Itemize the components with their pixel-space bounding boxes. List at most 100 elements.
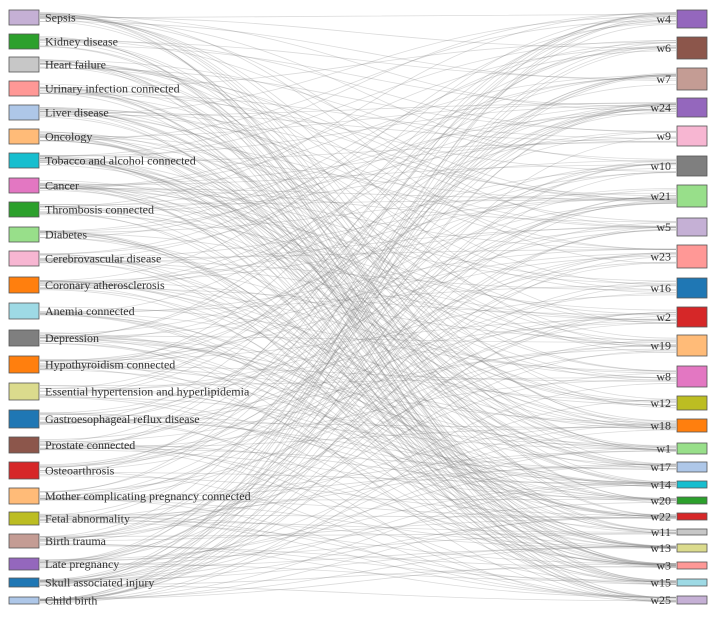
flow-link (39, 252, 677, 339)
left-node-essential-hypertension-and-hyperlipidemia[interactable]: Essential hypertension and hyperlipidemi… (8, 382, 250, 401)
left-node-oncology[interactable]: Oncology (8, 128, 92, 145)
left-node-cancer[interactable]: Cancer (8, 177, 79, 194)
flow-link (39, 160, 677, 603)
left-node-birth-trauma[interactable]: Birth trauma (8, 533, 107, 549)
flow-link (39, 17, 677, 228)
right-node-w14[interactable]: w14 (650, 478, 708, 492)
node-swatch (8, 461, 40, 480)
flow-link (39, 20, 677, 142)
left-node-liver-disease[interactable]: Liver disease (8, 104, 109, 121)
right-node-w1[interactable]: w1 (656, 442, 708, 456)
left-node-fetal-abnormality[interactable]: Fetal abnormality (8, 512, 130, 526)
right-node-w21[interactable]: w21 (650, 184, 708, 208)
right-node-w25[interactable]: w25 (650, 593, 708, 607)
left-node-skull-associated-injury[interactable]: Skull associated injury (8, 576, 154, 590)
flow-link (39, 312, 677, 406)
flow-link (39, 379, 677, 450)
left-node-hypothyroidism-connected[interactable]: Hypothyroidism connected (8, 355, 175, 374)
node-label: Thrombosis connected (45, 203, 154, 217)
flow-link (39, 130, 677, 288)
flow-link (39, 67, 677, 132)
right-node-w17[interactable]: w17 (650, 460, 708, 474)
right-node-w13[interactable]: w13 (650, 541, 708, 555)
flow-link (39, 314, 677, 485)
right-node-w23[interactable]: w23 (650, 244, 708, 269)
left-node-cerebrovascular-disease[interactable]: Cerebrovascular disease (8, 250, 161, 267)
flow-link (39, 369, 677, 487)
flow-link (39, 23, 677, 563)
left-node-sepsis[interactable]: Sepsis (8, 9, 76, 26)
left-node-late-pregnancy[interactable]: Late pregnancy (8, 557, 119, 571)
right-node-w2[interactable]: w2 (656, 306, 708, 328)
node-label: w22 (650, 510, 671, 524)
right-node-w24[interactable]: w24 (650, 97, 708, 118)
flow-link (39, 249, 677, 259)
left-node-mother-complicating-pregnancy-connected[interactable]: Mother complicating pregnancy connected (8, 487, 251, 505)
left-node-depression[interactable]: Depression (8, 329, 99, 347)
left-node-thrombosis-connected[interactable]: Thrombosis connected (8, 201, 154, 218)
left-node-urinary-infection-connected[interactable]: Urinary infection connected (8, 80, 180, 97)
right-node-w8[interactable]: w8 (656, 365, 708, 388)
flow-link (39, 36, 677, 599)
right-node-w22[interactable]: w22 (650, 510, 708, 524)
right-node-w9[interactable]: w9 (656, 125, 708, 147)
right-node-w10[interactable]: w10 (650, 155, 708, 177)
flow-link (39, 314, 677, 583)
flow-link (39, 134, 677, 229)
left-node-prostate-connected[interactable]: Prostate connected (8, 436, 135, 454)
flow-link (39, 225, 677, 284)
flow-link (39, 443, 677, 487)
flow-link (39, 399, 677, 604)
right-node-w5[interactable]: w5 (656, 217, 708, 237)
flow-link (39, 136, 677, 601)
flow-link (39, 44, 677, 108)
left-node-tobacco-and-alcohol-connected[interactable]: Tobacco and alcohol connected (8, 152, 196, 169)
flow-link (39, 112, 677, 323)
flow-link (39, 40, 677, 451)
right-node-w20[interactable]: w20 (650, 494, 708, 508)
flow-link (39, 230, 677, 548)
node-swatch (8, 80, 40, 97)
right-node-w18[interactable]: w18 (650, 419, 708, 433)
flow-link (39, 13, 677, 493)
flow-link (39, 103, 677, 366)
flow-link (39, 18, 677, 517)
flow-link (39, 75, 677, 260)
flow-link (39, 20, 677, 370)
right-node-w12[interactable]: w12 (650, 395, 708, 411)
right-node-w3[interactable]: w3 (656, 559, 708, 573)
left-node-diabetes[interactable]: Diabetes (8, 226, 87, 243)
flow-link (39, 62, 677, 601)
right-node-w11[interactable]: w11 (651, 525, 708, 539)
node-label: w24 (650, 101, 671, 115)
node-label: Depression (45, 331, 99, 345)
node-swatch (8, 276, 40, 294)
flow-link (39, 92, 677, 139)
flow-link (39, 206, 677, 404)
flow-link (39, 13, 677, 409)
node-swatch (676, 277, 708, 299)
right-node-w19[interactable]: w19 (650, 334, 708, 357)
left-node-coronary-atherosclerosis[interactable]: Coronary atherosclerosis (8, 276, 165, 294)
left-node-kidney-disease[interactable]: Kidney disease (8, 33, 118, 50)
right-node-w7[interactable]: w7 (656, 67, 708, 91)
left-node-heart-failure[interactable]: Heart failure (8, 56, 106, 73)
left-node-osteoarthrosis[interactable]: Osteoarthrosis (8, 461, 115, 480)
right-node-w6[interactable]: w6 (656, 36, 708, 60)
right-node-w15[interactable]: w15 (650, 576, 708, 590)
left-node-child-birth[interactable]: Child birth (8, 594, 97, 608)
right-node-w16[interactable]: w16 (650, 277, 708, 299)
flow-link (39, 449, 677, 500)
flow-link (39, 318, 677, 362)
flow-link (39, 112, 677, 448)
flow-link (39, 366, 677, 446)
flow-link (39, 199, 677, 602)
left-node-anemia-connected[interactable]: Anemia connected (8, 302, 135, 320)
flow-link (39, 74, 677, 541)
left-node-gastroesophageal-reflux-disease[interactable]: Gastroesophageal reflux disease (8, 409, 200, 429)
flow-link (39, 108, 677, 255)
flow-link (39, 289, 677, 547)
right-node-w4[interactable]: w4 (656, 9, 708, 29)
flow-link (39, 514, 677, 602)
node-swatch (676, 442, 708, 455)
